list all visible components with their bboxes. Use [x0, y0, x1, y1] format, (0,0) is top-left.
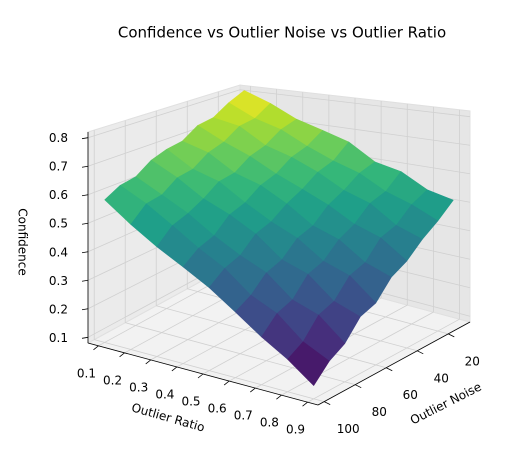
- x-tick-label: 0.1: [77, 366, 96, 380]
- x-tick: [119, 352, 125, 358]
- x-tick-label: 0.2: [103, 373, 122, 387]
- x-tick-label: 0.5: [181, 395, 200, 409]
- y-tick-label: 100: [337, 422, 360, 436]
- grid-line: [281, 311, 434, 396]
- x-tick: [171, 366, 178, 372]
- grid-line: [239, 89, 471, 118]
- y-tick-label: 60: [403, 388, 418, 402]
- x-tick: [276, 394, 282, 400]
- z-tick: [81, 308, 89, 311]
- y-axis-title: Outlier Noise: [408, 380, 484, 428]
- x-tick: [223, 380, 230, 386]
- surface-facet: [287, 341, 330, 386]
- z-tick-label: 0.2: [49, 302, 68, 316]
- y-tick: [448, 333, 455, 338]
- z-tick-label: 0.5: [49, 217, 68, 231]
- x-tick-label: 0.4: [155, 387, 174, 401]
- y-tick-label: 80: [372, 405, 387, 419]
- x-tick-label: 0.6: [208, 402, 227, 416]
- x-axis-line: [87, 342, 319, 406]
- z-tick-label: 0.8: [49, 131, 68, 145]
- y-tick: [355, 384, 362, 389]
- x-tick: [145, 359, 151, 365]
- chart-title: Confidence vs Outlier Noise vs Outlier R…: [118, 24, 446, 42]
- z-tick: [81, 137, 89, 140]
- grid-line: [307, 318, 460, 403]
- x-tick-label: 0.3: [129, 380, 148, 394]
- z-tick: [81, 279, 89, 282]
- x-tick: [250, 387, 256, 393]
- z-tick-label: 0.7: [49, 160, 68, 174]
- y-tick-label: 20: [465, 354, 480, 368]
- z-tick: [81, 222, 89, 225]
- y-tick: [386, 367, 393, 372]
- y-tick-label: 40: [434, 371, 449, 385]
- y-tick: [324, 401, 331, 405]
- z-tick-label: 0.6: [49, 188, 68, 202]
- z-tick: [81, 251, 89, 254]
- z-tick: [81, 336, 89, 339]
- grid-line: [94, 339, 325, 402]
- x-tick-label: 0.8: [260, 416, 279, 430]
- x-tick: [93, 345, 99, 351]
- z-axis-title: Confidence: [16, 208, 30, 275]
- x-tick: [197, 373, 204, 379]
- z-tick-label: 0.3: [49, 274, 68, 288]
- z-tick-label: 0.4: [49, 245, 68, 259]
- x-tick-label: 0.7: [234, 409, 253, 423]
- y-tick: [417, 350, 424, 355]
- x-tick: [302, 401, 308, 407]
- grid-line: [87, 89, 241, 139]
- x-tick-label: 0.9: [286, 423, 305, 437]
- y-axis-line: [317, 321, 471, 406]
- z-tick: [81, 165, 89, 168]
- z-tick: [81, 194, 89, 197]
- z-tick-label: 0.1: [49, 331, 68, 345]
